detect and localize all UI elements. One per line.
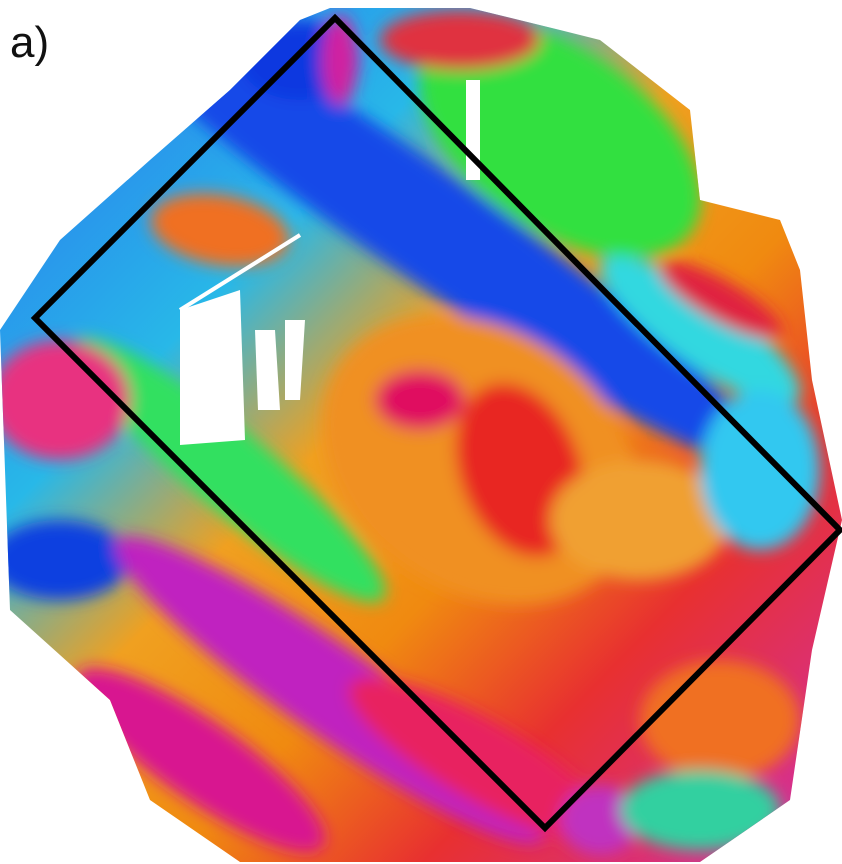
study-area-outline — [30, 13, 842, 833]
panel-label: a) — [10, 18, 50, 67]
